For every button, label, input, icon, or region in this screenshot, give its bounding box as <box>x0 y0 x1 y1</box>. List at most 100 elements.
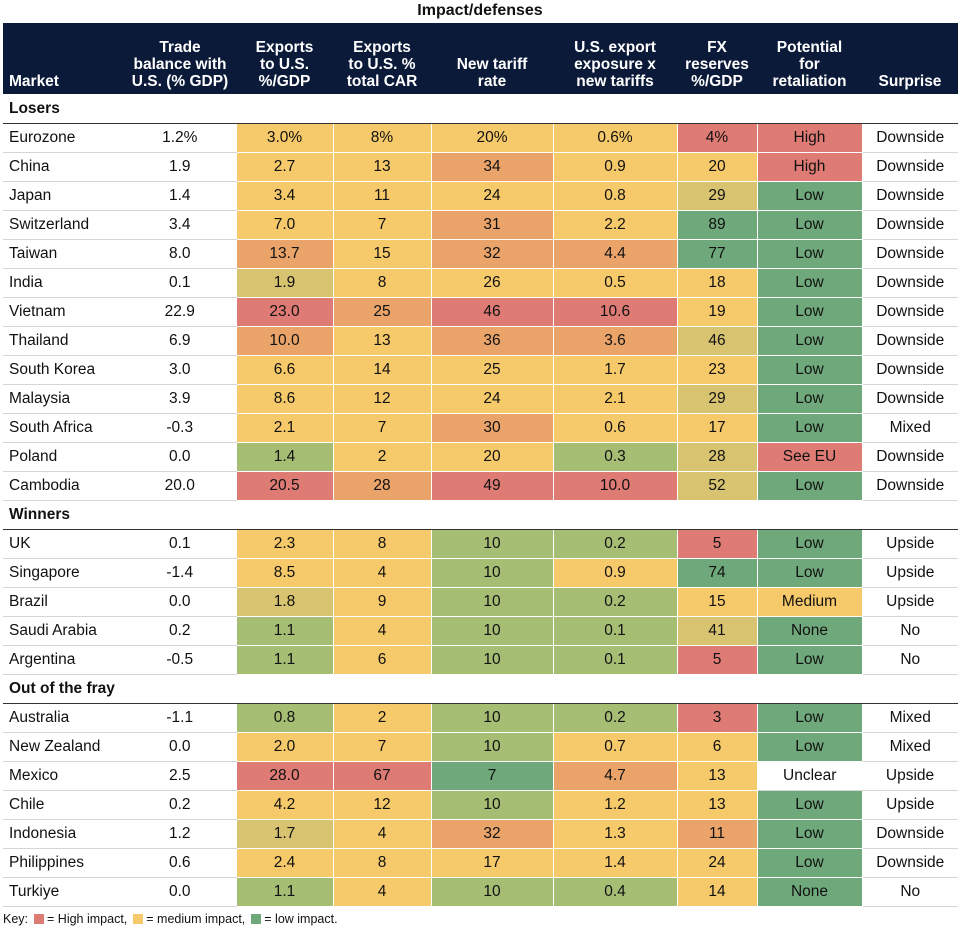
cell-exposure: 1.2 <box>552 790 678 820</box>
cell-surprise: Downside <box>862 123 958 153</box>
cell-market: Singapore <box>3 558 124 588</box>
cell-exports-car: 13 <box>332 152 432 182</box>
table-row: India 0.1 1.9 8 26 0.5 18 Low Downside <box>3 268 958 298</box>
cell-exports-gdp: 0.8 <box>235 703 334 733</box>
cell-trade-balance: 1.9 <box>124 152 236 182</box>
cell-retaliation: Low <box>756 326 863 356</box>
cell-fx-reserves: 6 <box>676 732 758 762</box>
cell-trade-balance: 0.1 <box>124 529 236 559</box>
col-header-market: Market <box>3 23 124 95</box>
cell-exposure: 1.7 <box>552 355 678 385</box>
cell-retaliation: Low <box>756 732 863 762</box>
cell-market: Indonesia <box>3 819 124 849</box>
col-header-tariff: New tariff rate <box>431 23 553 95</box>
color-key: Key: = High impact, = medium impact, = low… <box>3 912 338 926</box>
table-title: Impact/defenses <box>417 2 543 19</box>
cell-surprise: Upside <box>862 790 958 820</box>
table-row: Poland 0.0 1.4 2 20 0.3 28 See EU Downside <box>3 442 958 472</box>
cell-tariff: 31 <box>430 210 554 240</box>
cell-exposure: 1.3 <box>552 819 678 849</box>
cell-exposure: 0.9 <box>552 558 678 588</box>
section-label: Losers <box>3 94 958 124</box>
cell-exposure: 0.2 <box>552 529 678 559</box>
cell-exports-car: 6 <box>332 645 432 675</box>
cell-tariff: 10 <box>430 616 554 646</box>
cell-exports-gdp: 1.8 <box>235 587 334 617</box>
cell-exports-car: 28 <box>332 471 432 501</box>
cell-trade-balance: -1.4 <box>124 558 236 588</box>
table-row: Thailand 6.9 10.0 13 36 3.6 46 Low Downside <box>3 326 958 356</box>
col-header-line: to U.S. % <box>348 56 416 73</box>
cell-trade-balance: -0.3 <box>124 413 236 443</box>
cell-surprise: Downside <box>862 819 958 849</box>
cell-exports-car: 7 <box>332 210 432 240</box>
cell-surprise: Downside <box>862 239 958 269</box>
cell-exports-car: 4 <box>332 616 432 646</box>
cell-exports-gdp: 1.1 <box>235 616 334 646</box>
col-header-line: Trade <box>159 39 201 56</box>
cell-exports-gdp: 2.4 <box>235 848 334 878</box>
cell-tariff: 10 <box>430 732 554 762</box>
cell-surprise: Downside <box>862 471 958 501</box>
cell-market: South Africa <box>3 413 124 443</box>
cell-exports-car: 7 <box>332 732 432 762</box>
table-row: South Korea 3.0 6.6 14 25 1.7 23 Low Downside <box>3 355 958 385</box>
cell-exports-car: 11 <box>332 181 432 211</box>
cell-trade-balance: 8.0 <box>124 239 236 269</box>
col-header-fx: FX reserves %/GDP <box>677 23 757 95</box>
cell-market: South Korea <box>3 355 124 385</box>
cell-retaliation: Low <box>756 529 863 559</box>
cell-exports-car: 8% <box>332 123 432 153</box>
col-header-line: FX <box>707 39 727 56</box>
cell-retaliation: Low <box>756 413 863 443</box>
cell-exposure: 0.2 <box>552 703 678 733</box>
col-header-line: total CAR <box>346 73 418 90</box>
col-header-line: U.S. (% GDP) <box>131 73 229 90</box>
cell-tariff: 26 <box>430 268 554 298</box>
cell-tariff: 36 <box>430 326 554 356</box>
cell-tariff: 10 <box>430 877 554 907</box>
col-header-retaliation: Potential for retaliation <box>757 23 862 95</box>
cell-exports-car: 2 <box>332 442 432 472</box>
cell-market: Vietnam <box>3 297 124 327</box>
cell-exposure: 0.9 <box>552 152 678 182</box>
cell-exports-gdp: 28.0 <box>235 761 334 791</box>
cell-exposure: 0.3 <box>552 442 678 472</box>
cell-exposure: 3.6 <box>552 326 678 356</box>
cell-exports-car: 13 <box>332 326 432 356</box>
cell-surprise: No <box>862 616 958 646</box>
cell-surprise: Mixed <box>862 732 958 762</box>
cell-exports-car: 9 <box>332 587 432 617</box>
cell-tariff: 10 <box>430 703 554 733</box>
cell-exposure: 10.0 <box>552 471 678 501</box>
cell-exposure: 0.4 <box>552 877 678 907</box>
cell-retaliation: High <box>756 123 863 153</box>
cell-market: Malaysia <box>3 384 124 414</box>
cell-trade-balance: 3.4 <box>124 210 236 240</box>
cell-retaliation: Low <box>756 848 863 878</box>
cell-market: Chile <box>3 790 124 820</box>
cell-exports-gdp: 3.4 <box>235 181 334 211</box>
cell-exports-gdp: 13.7 <box>235 239 334 269</box>
cell-retaliation: Low <box>756 181 863 211</box>
cell-market: Mexico <box>3 761 124 791</box>
cell-market: Eurozone <box>3 123 124 153</box>
cell-trade-balance: 0.1 <box>124 268 236 298</box>
cell-trade-balance: 0.0 <box>124 732 236 762</box>
cell-tariff: 10 <box>430 587 554 617</box>
cell-market: Philippines <box>3 848 124 878</box>
cell-exports-car: 67 <box>332 761 432 791</box>
cell-exposure: 0.5 <box>552 268 678 298</box>
cell-market: Brazil <box>3 587 124 617</box>
cell-surprise: Upside <box>862 587 958 617</box>
cell-retaliation: None <box>756 877 863 907</box>
col-header-line: reserves <box>685 56 749 73</box>
cell-tariff: 32 <box>430 819 554 849</box>
cell-exports-gdp: 1.1 <box>235 645 334 675</box>
table-row: Singapore -1.4 8.5 4 10 0.9 74 Low Upside <box>3 558 958 588</box>
cell-retaliation: Low <box>756 819 863 849</box>
cell-tariff: 24 <box>430 181 554 211</box>
col-header-trade-balance: Trade balance with U.S. (% GDP) <box>124 23 236 95</box>
table-row: Switzerland 3.4 7.0 7 31 2.2 89 Low Downside <box>3 210 958 240</box>
cell-exports-car: 15 <box>332 239 432 269</box>
